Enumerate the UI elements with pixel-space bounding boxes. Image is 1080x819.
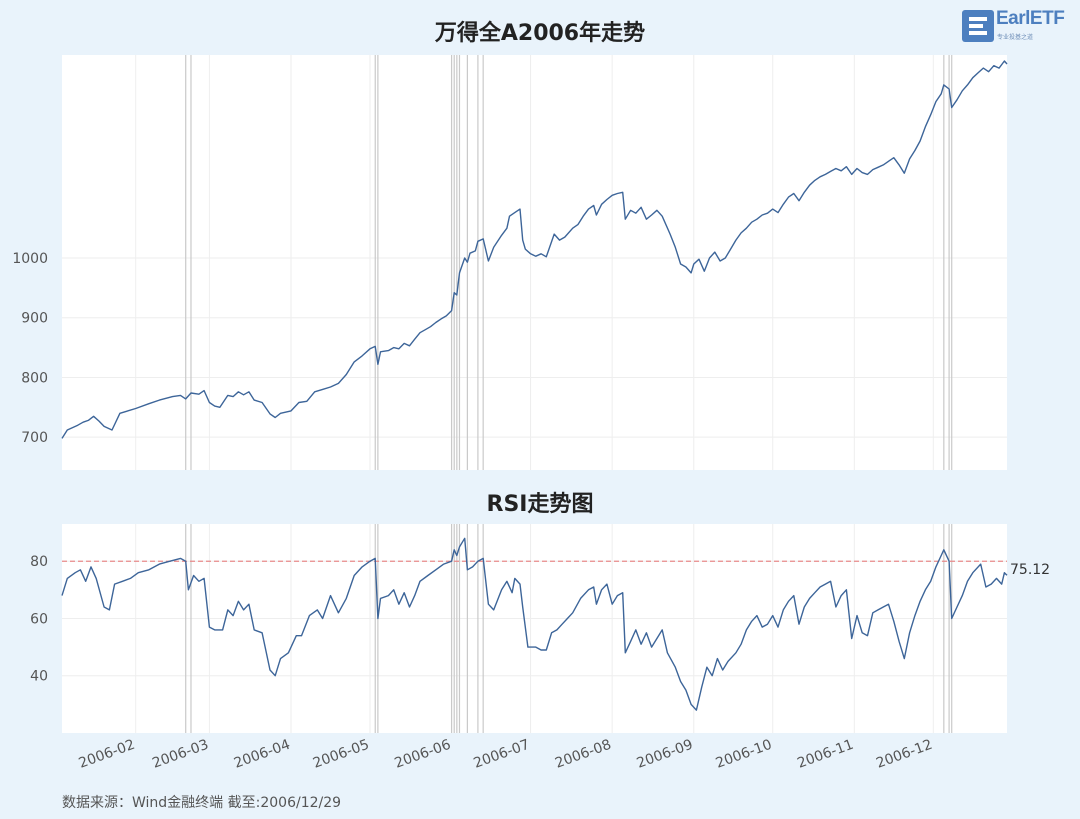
rsi-series-line bbox=[61, 537, 1008, 711]
rsi-y-tick-label: 60 bbox=[30, 611, 48, 627]
x-tick-label: 2006-03 bbox=[150, 737, 210, 772]
x-tick-label: 2006-09 bbox=[635, 737, 695, 772]
rsi-plot-area bbox=[62, 524, 1007, 733]
logo-text: EarlETF bbox=[996, 8, 1065, 29]
data-source-note: 数据来源：Wind金融终端 截至:2006/12/29 bbox=[62, 795, 342, 811]
x-tick-label: 2006-04 bbox=[232, 737, 293, 772]
logo-subtitle: 专业投基之道 bbox=[997, 34, 1034, 41]
logo-mark-icon bbox=[962, 10, 994, 42]
price-y-tick-label: 900 bbox=[21, 311, 48, 327]
x-tick-label: 2006-11 bbox=[795, 737, 855, 772]
x-tick-label: 2006-12 bbox=[874, 737, 934, 772]
rsi-last-value-label: 75.12 bbox=[1010, 562, 1050, 578]
x-tick-label: 2006-02 bbox=[77, 737, 137, 772]
x-tick-label: 2006-08 bbox=[553, 737, 613, 772]
rsi-y-tick-label: 40 bbox=[30, 669, 48, 685]
price-series-line bbox=[61, 60, 1008, 439]
x-tick-label: 2006-10 bbox=[714, 737, 774, 772]
price-y-tick-label: 700 bbox=[21, 430, 48, 446]
rsi-y-tick-label: 80 bbox=[30, 554, 48, 570]
price-y-tick-label: 1000 bbox=[12, 251, 48, 267]
main-chart-title: 万得全A2006年走势 bbox=[434, 21, 646, 46]
price-y-tick-label: 800 bbox=[21, 370, 48, 386]
x-tick-label: 2006-05 bbox=[311, 737, 371, 772]
rsi-chart-title: RSI走势图 bbox=[486, 492, 594, 517]
price-plot-area bbox=[62, 55, 1007, 470]
x-tick-label: 2006-06 bbox=[393, 737, 454, 772]
brand-logo: EarlETF 专业投基之道 bbox=[962, 8, 1074, 44]
x-tick-label: 2006-07 bbox=[471, 737, 531, 772]
